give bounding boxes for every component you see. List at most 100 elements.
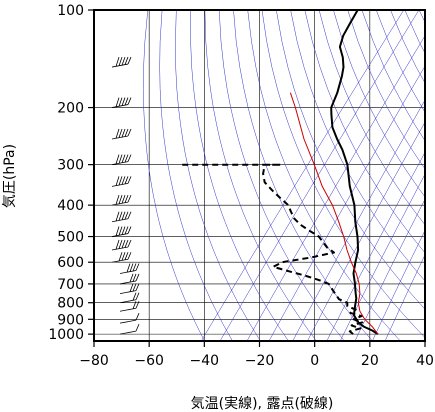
wind-barb-flag bbox=[127, 97, 132, 105]
dry-adiabat-line bbox=[347, 10, 425, 170]
wind-barb-flag bbox=[132, 263, 137, 272]
wind-barb-flag bbox=[118, 97, 123, 107]
wind-barb-flag bbox=[124, 226, 129, 235]
dry-adiabat-line bbox=[159, 10, 233, 341]
x-tick-label: −20 bbox=[245, 353, 275, 369]
x-tick-label: 40 bbox=[416, 353, 434, 369]
wind-barb-flag bbox=[122, 0, 125, 8]
wind-barb-flag bbox=[121, 56, 126, 66]
wind-barb-flag bbox=[115, 239, 120, 250]
wind-barb-flag bbox=[124, 239, 129, 248]
wind-barb-flag bbox=[135, 263, 140, 271]
wind-barb-flag bbox=[121, 239, 126, 249]
x-tick-label: −60 bbox=[134, 353, 164, 369]
y-tick-label: 600 bbox=[57, 255, 84, 271]
wind-barb-flag bbox=[127, 128, 132, 137]
wind-barb-flag bbox=[121, 226, 126, 235]
wind-barb bbox=[111, 97, 132, 108]
y-tick-label: 300 bbox=[57, 158, 84, 174]
wind-barb-flag bbox=[127, 194, 132, 203]
wind-barb-flag bbox=[124, 194, 129, 203]
wind-barb-shaft bbox=[111, 246, 129, 251]
wind-barb-flag bbox=[121, 97, 126, 106]
wind-barb bbox=[111, 239, 132, 251]
wind-barb-shaft bbox=[119, 299, 137, 304]
wind-barb-flag bbox=[127, 176, 132, 184]
wind-barb bbox=[111, 194, 132, 206]
wind-barb bbox=[112, 0, 131, 11]
wind-barb-shaft bbox=[119, 270, 137, 274]
mixing-ratio-line bbox=[326, 151, 425, 341]
wind-barb-flag bbox=[115, 56, 120, 67]
wind-barb-flag bbox=[124, 252, 129, 260]
dry-adiabat-line bbox=[276, 10, 425, 310]
wind-barb-flag bbox=[127, 252, 132, 260]
x-tick-label: −80 bbox=[79, 353, 109, 369]
mixing-ratio-line bbox=[246, 35, 425, 341]
wind-barb-shaft bbox=[111, 63, 129, 68]
wind-barb bbox=[111, 154, 132, 166]
wind-barb-flag bbox=[118, 252, 123, 262]
wind-barb bbox=[111, 211, 132, 223]
wind-barb-flag bbox=[118, 154, 123, 164]
wind-barb bbox=[111, 226, 132, 237]
wind-barb bbox=[119, 301, 140, 312]
wind-barb-flag bbox=[127, 226, 132, 234]
y-tick-label: 100 bbox=[57, 3, 84, 19]
wind-barb bbox=[119, 292, 140, 304]
wind-barb-flag bbox=[127, 239, 132, 248]
chart-grid bbox=[94, 10, 425, 341]
wind-barb-shaft bbox=[111, 161, 129, 166]
wind-barb-flag bbox=[121, 195, 126, 204]
dry-adiabat-line bbox=[261, 10, 425, 338]
wind-barb bbox=[119, 312, 140, 324]
wind-barb-flag bbox=[127, 154, 132, 162]
wind-barb-shaft bbox=[111, 182, 129, 187]
wind-barb-flag bbox=[124, 154, 129, 163]
mixing-ratio-line bbox=[372, 229, 425, 341]
wind-barb-shaft bbox=[119, 319, 137, 324]
wind-barb-flag bbox=[124, 56, 129, 65]
mixing-ratio-line bbox=[307, 121, 425, 341]
x-tick-label: 20 bbox=[361, 353, 379, 369]
wind-barb bbox=[111, 56, 132, 68]
wind-barb-flag bbox=[129, 263, 134, 272]
wind-barb-flag bbox=[128, 0, 131, 7]
dry-adiabat-line bbox=[233, 10, 373, 341]
y-tick-label: 1000 bbox=[48, 327, 84, 343]
dry-adiabat-line bbox=[318, 10, 425, 226]
dry-adiabat-line bbox=[218, 10, 345, 341]
wind-barb-flag bbox=[118, 226, 123, 236]
wind-barb-shaft bbox=[111, 218, 129, 223]
wind-barb-flag bbox=[115, 176, 120, 186]
wind-barb-shaft bbox=[111, 135, 129, 140]
wind-barb bbox=[111, 176, 132, 187]
wind-barb-flag bbox=[115, 211, 120, 222]
dry-adiabat-line bbox=[247, 10, 401, 341]
wind-barb-flag bbox=[125, 0, 128, 8]
wind-barb-flag bbox=[124, 97, 129, 106]
wind-barb-flag bbox=[135, 283, 140, 291]
y-tick-label: 500 bbox=[57, 230, 84, 246]
wind-barb bbox=[119, 323, 140, 335]
wind-barb-flag bbox=[132, 292, 137, 301]
wind-barb-flag bbox=[118, 211, 123, 221]
wind-barb bbox=[119, 263, 140, 274]
wind-barb-shaft bbox=[119, 290, 137, 295]
x-axis-label: 気温(実線), 露点(破線) bbox=[191, 396, 334, 412]
wind-barb bbox=[119, 283, 140, 295]
wind-barb-shaft bbox=[119, 280, 137, 285]
y-tick-label: 400 bbox=[57, 198, 84, 214]
wind-barb-flag bbox=[118, 128, 123, 138]
wind-barb-shaft bbox=[119, 307, 137, 312]
wind-barb-flag bbox=[124, 128, 129, 137]
wind-barb-flag bbox=[135, 273, 140, 282]
wind-barb-flag bbox=[124, 211, 129, 220]
wind-barb-flag bbox=[115, 97, 120, 108]
dry-adiabat-line bbox=[418, 10, 425, 23]
wind-barb-shaft bbox=[111, 233, 129, 237]
dry-adiabats bbox=[143, 10, 425, 341]
wind-barb bbox=[111, 252, 132, 263]
parcel-line bbox=[289, 92, 379, 335]
